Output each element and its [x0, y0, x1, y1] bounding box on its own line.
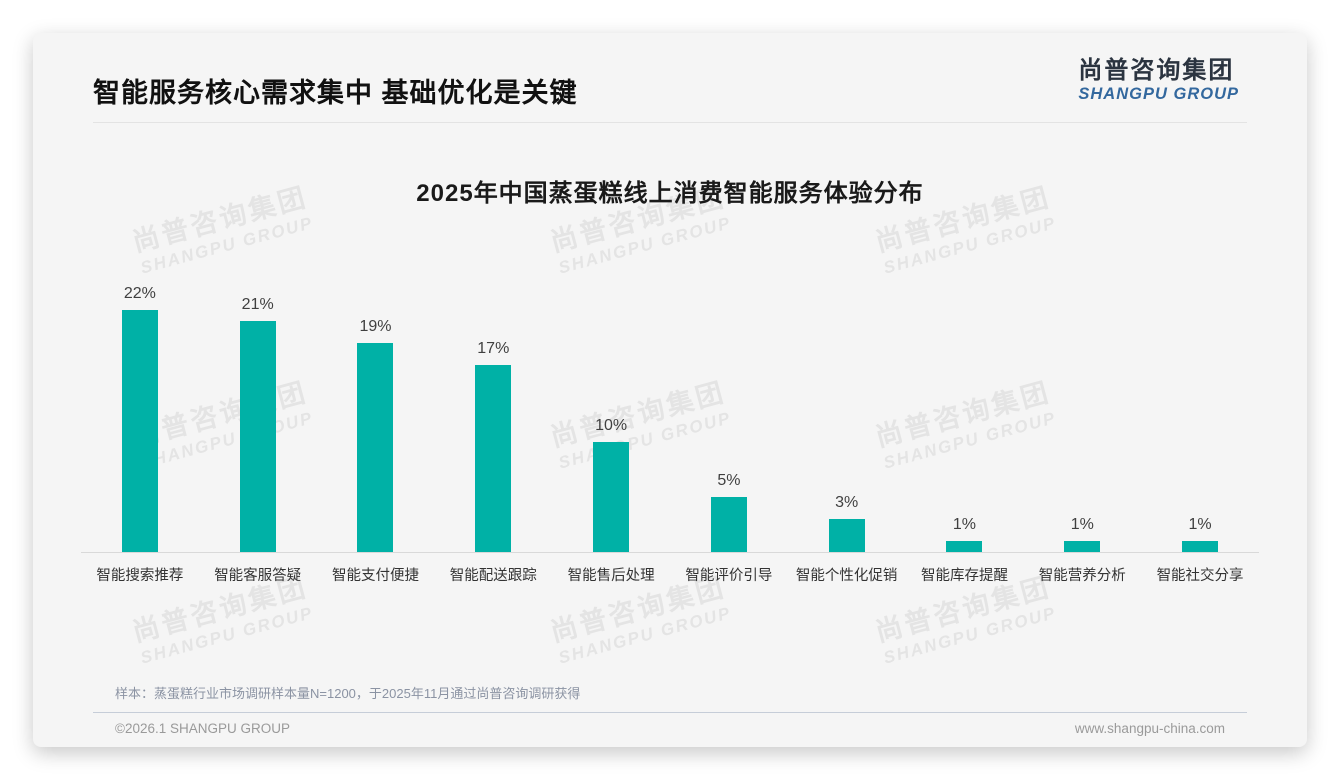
- category-label: 智能社交分享: [1156, 568, 1244, 584]
- logo-english-text: SHANGPU GROUP: [1078, 84, 1239, 103]
- report-card: 尚普咨询集团 SHANGPU GROUP 尚普咨询集团 SHANGPU GROUP 尚普…: [33, 33, 1307, 747]
- watermark-english: SHANGPU GROUP: [556, 603, 734, 668]
- bar-value-label: 21%: [241, 296, 274, 313]
- bar-column: 3%: [788, 494, 906, 552]
- category-label: 智能个性化促销: [795, 568, 898, 584]
- watermark-english: SHANGPU GROUP: [881, 603, 1059, 668]
- bar-chart: 22% 21% 19% 17% 10% 5% 3% 1% 1% 1%: [81, 271, 1259, 553]
- bar: [357, 343, 394, 552]
- category-label: 智能客服答疑: [214, 568, 302, 584]
- bar-column: 19%: [317, 318, 435, 552]
- sample-note: 样本：蒸蛋糕行业市场调研样本量N=1200，于2025年11月通过尚普咨询调研获…: [115, 686, 581, 701]
- category-label: 智能支付便捷: [331, 568, 419, 584]
- logo: 尚普咨询集团 SHANGPU GROUP: [1078, 57, 1239, 104]
- bar: [593, 442, 630, 552]
- bar: [1064, 541, 1101, 552]
- category-label: 智能搜索推荐: [96, 568, 184, 584]
- bar-column: 1%: [906, 516, 1024, 552]
- copyright-text: ©2026.1 SHANGPU GROUP: [115, 721, 291, 736]
- footer: ©2026.1 SHANGPU GROUP www.shangpu-china.…: [115, 721, 1225, 736]
- website-url: www.shangpu-china.com: [1074, 721, 1225, 736]
- bar: [828, 519, 865, 552]
- watermark-english: SHANGPU GROUP: [881, 213, 1059, 278]
- bar-value-label: 5%: [717, 472, 741, 489]
- category-axis: 智能搜索推荐 智能客服答疑 智能支付便捷 智能配送跟踪 智能售后处理 智能评价引导 智能个性…: [81, 564, 1259, 585]
- bar: [1182, 541, 1219, 552]
- bar: [121, 310, 158, 552]
- bar-value-label: 19%: [359, 318, 392, 335]
- footer-divider: [93, 712, 1247, 713]
- bar-value-label: 10%: [595, 417, 628, 434]
- category-label: 智能评价引导: [685, 568, 773, 584]
- bar: [239, 321, 276, 552]
- bar-column: 1%: [1023, 516, 1141, 552]
- watermark-english: SHANGPU GROUP: [138, 603, 316, 668]
- category-label: 智能营养分析: [1038, 568, 1126, 584]
- category-label: 智能库存提醒: [920, 568, 1008, 584]
- bar-column: 21%: [199, 296, 317, 552]
- bar-value-label: 1%: [952, 516, 977, 533]
- bar-column: 10%: [552, 417, 670, 552]
- bar-column: 22%: [81, 285, 199, 552]
- watermark-english: SHANGPU GROUP: [556, 213, 734, 278]
- bar-value-label: 17%: [477, 340, 510, 357]
- bar-value-label: 1%: [1188, 516, 1212, 533]
- category-label: 智能售后处理: [567, 568, 655, 584]
- bar-column: 1%: [1141, 516, 1259, 552]
- bar-column: 17%: [434, 340, 552, 552]
- chart-title: 2025年中国蒸蛋糕线上消费智能服务体验分布: [416, 180, 924, 207]
- category-label: 智能配送跟踪: [449, 568, 537, 584]
- bar: [710, 497, 747, 552]
- bar-column: 5%: [670, 472, 788, 552]
- bar-value-label: 1%: [1070, 516, 1094, 533]
- page-title: 智能服务核心需求集中 基础优化是关键: [93, 78, 578, 108]
- bar-value-label: 3%: [835, 494, 859, 511]
- header-divider: [93, 122, 1247, 123]
- logo-chinese-text: 尚普咨询集团: [1078, 57, 1235, 84]
- bar-value-label: 22%: [123, 285, 156, 302]
- bar: [475, 365, 512, 552]
- watermark-english: SHANGPU GROUP: [138, 213, 316, 278]
- bar: [946, 541, 983, 552]
